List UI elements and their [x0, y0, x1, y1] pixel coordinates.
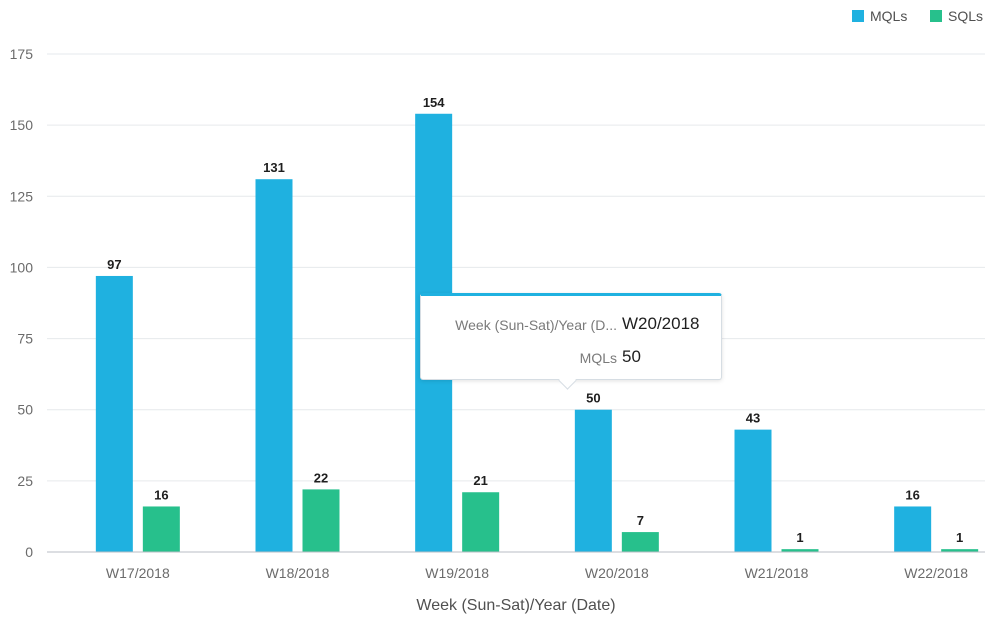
bar-sqls-w21-2018[interactable]	[781, 549, 819, 552]
bar-sqls-w18-2018[interactable]	[302, 489, 340, 552]
legend-label: MQLs	[870, 8, 907, 24]
data-label: 7	[637, 513, 644, 528]
data-label: 50	[586, 391, 600, 406]
x-tick-label: W20/2018	[585, 565, 649, 581]
x-tick-label: W17/2018	[106, 565, 170, 581]
data-label: 21	[473, 473, 487, 488]
y-tick-label: 150	[10, 117, 34, 133]
bar-mqls-w22-2018[interactable]	[894, 506, 932, 552]
data-label: 16	[154, 487, 168, 502]
bar-sqls-w19-2018[interactable]	[462, 492, 500, 552]
y-tick-label: 0	[25, 544, 33, 560]
tooltip-value: 50	[622, 347, 641, 366]
bar-sqls-w17-2018[interactable]	[142, 506, 180, 552]
y-tick-label: 100	[10, 259, 34, 275]
bar-mqls-w17-2018[interactable]	[95, 275, 133, 552]
y-tick-label: 75	[17, 331, 33, 347]
bar-mqls-w21-2018[interactable]	[734, 429, 772, 552]
legend-swatch	[852, 10, 864, 22]
legend[interactable]: MQLs SQLs	[852, 8, 983, 24]
y-axis-ticks: 0 25 50 75 100 125 150 175	[10, 46, 34, 560]
data-label: 97	[107, 257, 121, 272]
bar-sqls-w20-2018[interactable]	[621, 532, 659, 552]
legend-swatch	[930, 10, 942, 22]
data-label: 16	[905, 487, 919, 502]
bar-mqls-w20-2018[interactable]	[574, 409, 612, 552]
legend-item-sqls[interactable]: SQLs	[930, 8, 983, 24]
legend-label: SQLs	[948, 8, 983, 24]
x-tick-label: W22/2018	[904, 565, 968, 581]
data-label: 1	[956, 530, 963, 545]
tooltip-row-mqls: MQLs 50	[421, 346, 721, 370]
data-label: 22	[314, 470, 328, 485]
data-label: 131	[263, 160, 285, 175]
tooltip-key: Week (Sun-Sat)/Year (D...	[455, 317, 617, 333]
tooltip-key: MQLs	[579, 350, 617, 366]
data-labels: 97 16 131 22 154 21 50 7 43 1 16 1	[107, 95, 963, 545]
tooltip: Week (Sun-Sat)/Year (D... W20/2018 MQLs …	[420, 293, 722, 390]
bar-mqls-w18-2018[interactable]	[255, 179, 293, 552]
data-label: 43	[746, 411, 760, 426]
legend-item-mqls[interactable]: MQLs	[852, 8, 907, 24]
y-tick-label: 25	[17, 473, 33, 489]
x-tick-label: W18/2018	[266, 565, 330, 581]
bar-sqls-w22-2018[interactable]	[941, 549, 979, 552]
y-tick-label: 50	[17, 402, 33, 418]
x-axis-ticks: W17/2018 W18/2018 W19/2018 W20/2018 W21/2018…	[106, 565, 968, 581]
x-tick-label: W19/2018	[425, 565, 489, 581]
tooltip-value: W20/2018	[622, 314, 700, 333]
x-axis-title: Week (Sun-Sat)/Year (Date)	[416, 597, 615, 614]
y-tick-label: 125	[10, 188, 34, 204]
tooltip-row-category: Week (Sun-Sat)/Year (D... W20/2018	[421, 313, 721, 337]
grid-lines	[47, 53, 985, 482]
x-tick-label: W21/2018	[745, 565, 809, 581]
data-label: 1	[796, 530, 803, 545]
data-label: 154	[423, 95, 445, 110]
y-tick-label: 175	[10, 46, 34, 62]
